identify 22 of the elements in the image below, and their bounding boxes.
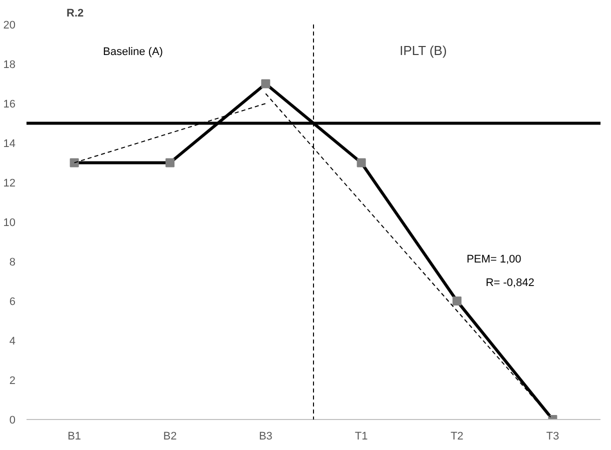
annotation: R= -0,842 [486,277,534,290]
y-tick-label: 8 [9,256,16,268]
x-tick-label: B2 [163,430,177,442]
y-tick-label: 10 [3,217,16,229]
y-tick-label: 14 [3,138,16,150]
y-tick-label: 20 [3,20,16,32]
chart-title: R.2 [66,8,84,20]
y-tick-label: 12 [3,178,16,190]
x-tick-label: T3 [546,430,560,442]
x-tick-label: B3 [258,430,272,442]
annotation: Baseline (A) [103,46,163,58]
annotation: PEM= 1,00 [466,253,522,266]
y-tick-label: 4 [9,336,16,348]
y-tick-label: 0 [9,414,16,426]
annotation: IPLT (B) [400,43,447,58]
x-tick-label: T1 [354,430,368,442]
x-tick-label: T2 [450,430,464,442]
x-tick-label: B1 [68,430,82,442]
y-tick-label: 2 [9,375,16,387]
y-tick-label: 16 [3,98,16,110]
y-tick-label: 18 [3,59,16,71]
y-tick-label: 6 [9,296,16,308]
